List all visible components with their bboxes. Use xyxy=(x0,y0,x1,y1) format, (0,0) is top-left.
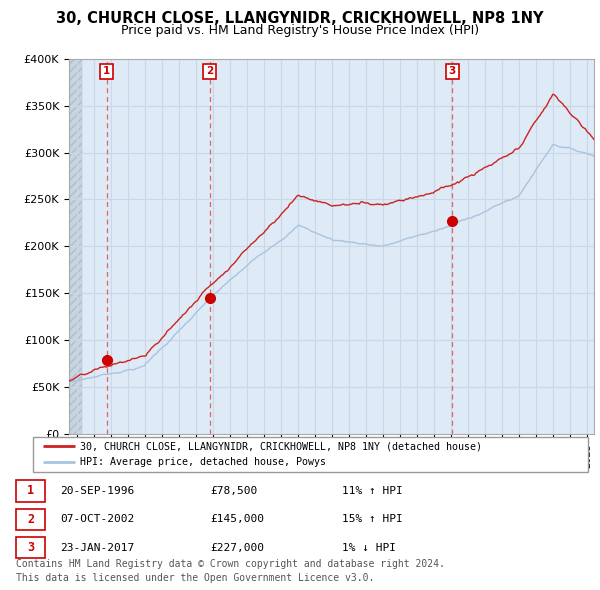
Text: 30, CHURCH CLOSE, LLANGYNIDR, CRICKHOWELL, NP8 1NY (detached house): 30, CHURCH CLOSE, LLANGYNIDR, CRICKHOWEL… xyxy=(80,441,482,451)
Text: HPI: Average price, detached house, Powys: HPI: Average price, detached house, Powy… xyxy=(80,457,326,467)
Text: 1: 1 xyxy=(103,67,110,77)
Text: 1: 1 xyxy=(27,484,34,497)
Text: 15% ↑ HPI: 15% ↑ HPI xyxy=(342,514,403,524)
Text: 30, CHURCH CLOSE, LLANGYNIDR, CRICKHOWELL, NP8 1NY: 30, CHURCH CLOSE, LLANGYNIDR, CRICKHOWEL… xyxy=(56,11,544,25)
Text: 23-JAN-2017: 23-JAN-2017 xyxy=(60,543,134,552)
Text: 11% ↑ HPI: 11% ↑ HPI xyxy=(342,486,403,496)
FancyBboxPatch shape xyxy=(33,437,588,472)
Text: 3: 3 xyxy=(27,541,34,554)
Text: 3: 3 xyxy=(449,67,456,77)
Bar xyxy=(69,59,82,434)
Text: 2: 2 xyxy=(206,67,213,77)
Text: 2: 2 xyxy=(27,513,34,526)
Text: 1% ↓ HPI: 1% ↓ HPI xyxy=(342,543,396,552)
Text: Price paid vs. HM Land Registry's House Price Index (HPI): Price paid vs. HM Land Registry's House … xyxy=(121,24,479,37)
Text: £145,000: £145,000 xyxy=(210,514,264,524)
Text: £78,500: £78,500 xyxy=(210,486,257,496)
Text: Contains HM Land Registry data © Crown copyright and database right 2024.
This d: Contains HM Land Registry data © Crown c… xyxy=(16,559,445,582)
Text: 07-OCT-2002: 07-OCT-2002 xyxy=(60,514,134,524)
Text: £227,000: £227,000 xyxy=(210,543,264,552)
Text: 20-SEP-1996: 20-SEP-1996 xyxy=(60,486,134,496)
